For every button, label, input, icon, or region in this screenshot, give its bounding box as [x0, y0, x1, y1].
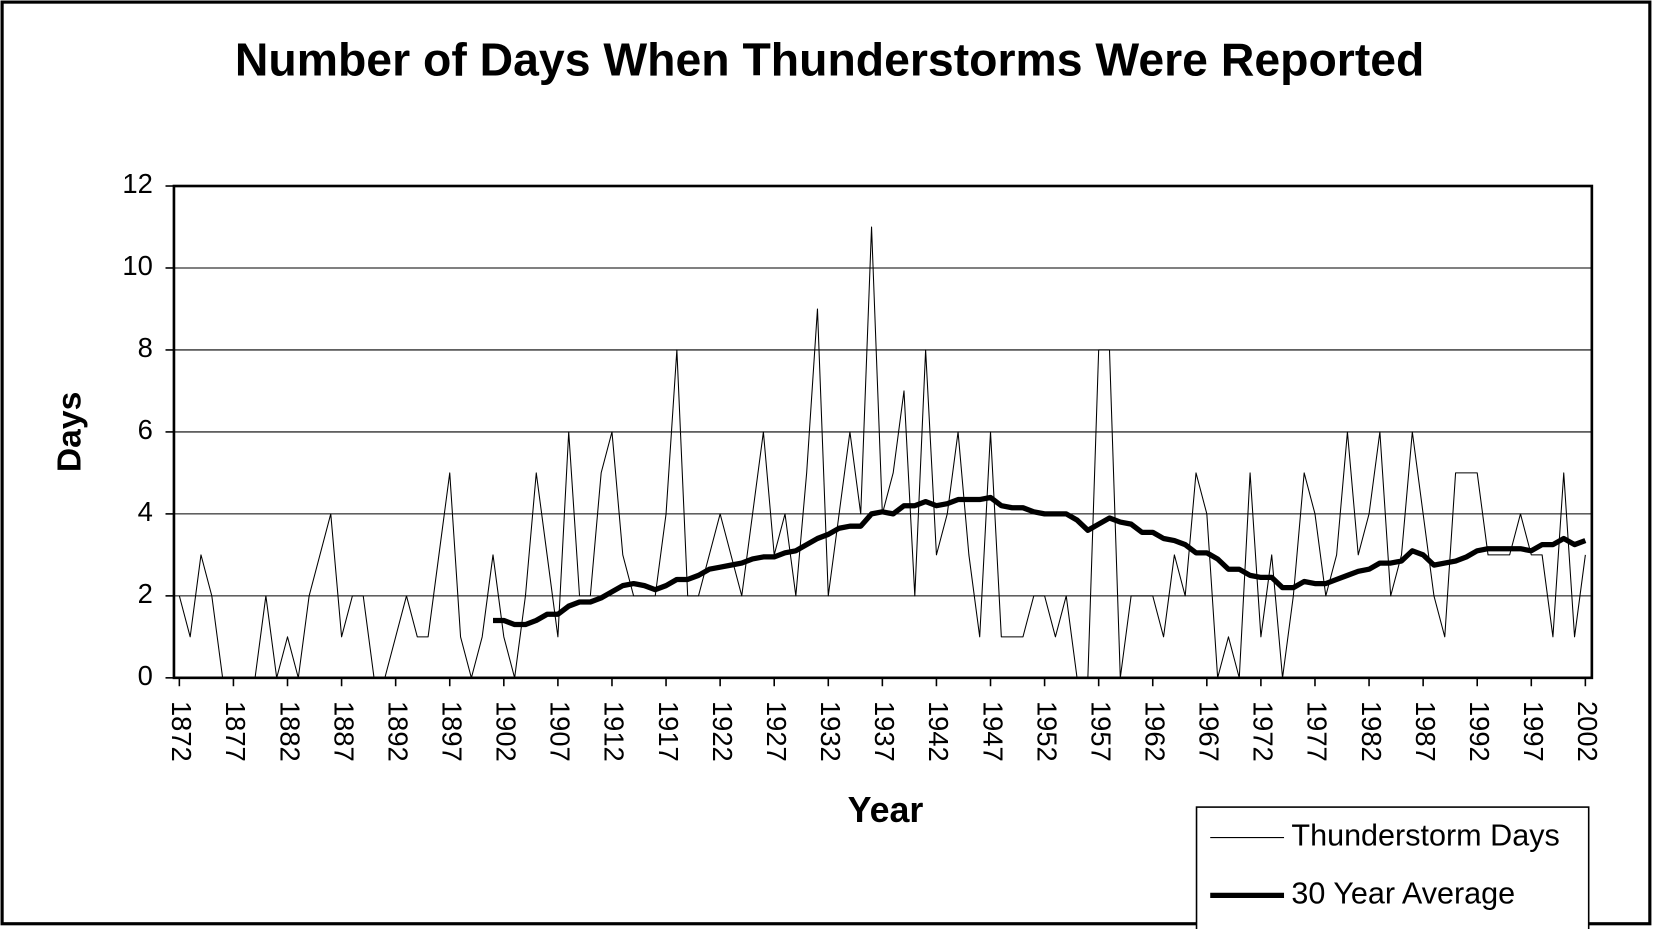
y-axis-label: Days [52, 392, 89, 472]
y-tick-label: 12 [122, 168, 152, 199]
x-tick-label: 1902 [491, 701, 522, 762]
y-tick-label: 2 [138, 578, 153, 609]
y-tick-label: 0 [138, 660, 153, 691]
legend-label: 30 Year Average [1291, 876, 1515, 910]
x-tick-label: 1927 [761, 701, 792, 762]
x-tick-label: 1987 [1410, 701, 1441, 762]
x-tick-label: 1947 [977, 701, 1008, 762]
legend-label: Thunderstorm Days [1291, 819, 1559, 853]
x-tick-label: 1972 [1248, 701, 1279, 762]
chart-title: Number of Days When Thunderstorms Were R… [235, 33, 1424, 85]
x-tick-label: 1977 [1302, 701, 1333, 762]
x-tick-label: 1957 [1085, 701, 1116, 762]
x-tick-label: 1997 [1518, 701, 1549, 762]
x-tick-label: 1887 [328, 701, 359, 762]
x-tick-label: 1962 [1139, 701, 1170, 762]
x-tick-label: 1992 [1464, 701, 1495, 762]
x-tick-label: 1952 [1031, 701, 1062, 762]
x-tick-label: 1982 [1356, 701, 1387, 762]
x-tick-label: 1917 [653, 701, 684, 762]
y-tick-label: 10 [122, 250, 152, 281]
x-axis-label: Year [848, 790, 924, 830]
legend-box [1195, 806, 1590, 929]
x-tick-label: 1872 [166, 701, 197, 762]
data-line [493, 494, 1587, 628]
x-tick-label: 1937 [869, 701, 900, 762]
x-tick-label: 1932 [815, 701, 846, 762]
y-tick-label: 6 [138, 414, 153, 445]
y-tick-label: 8 [138, 332, 153, 363]
x-tick-label: 1877 [220, 701, 251, 762]
plot-frame [172, 184, 1594, 680]
x-tick-label: 1967 [1194, 701, 1225, 762]
x-tick-label: 1892 [382, 701, 413, 762]
x-tick-label: 1942 [923, 701, 954, 762]
x-tick-label: 1907 [545, 701, 576, 762]
x-tick-label: 2002 [1572, 701, 1603, 762]
x-tick-label: 1897 [436, 701, 467, 762]
x-tick-label: 1922 [707, 701, 738, 762]
x-tick-label: 1882 [274, 701, 305, 762]
x-tick-label: 1912 [599, 701, 630, 762]
y-tick-label: 4 [138, 496, 153, 527]
